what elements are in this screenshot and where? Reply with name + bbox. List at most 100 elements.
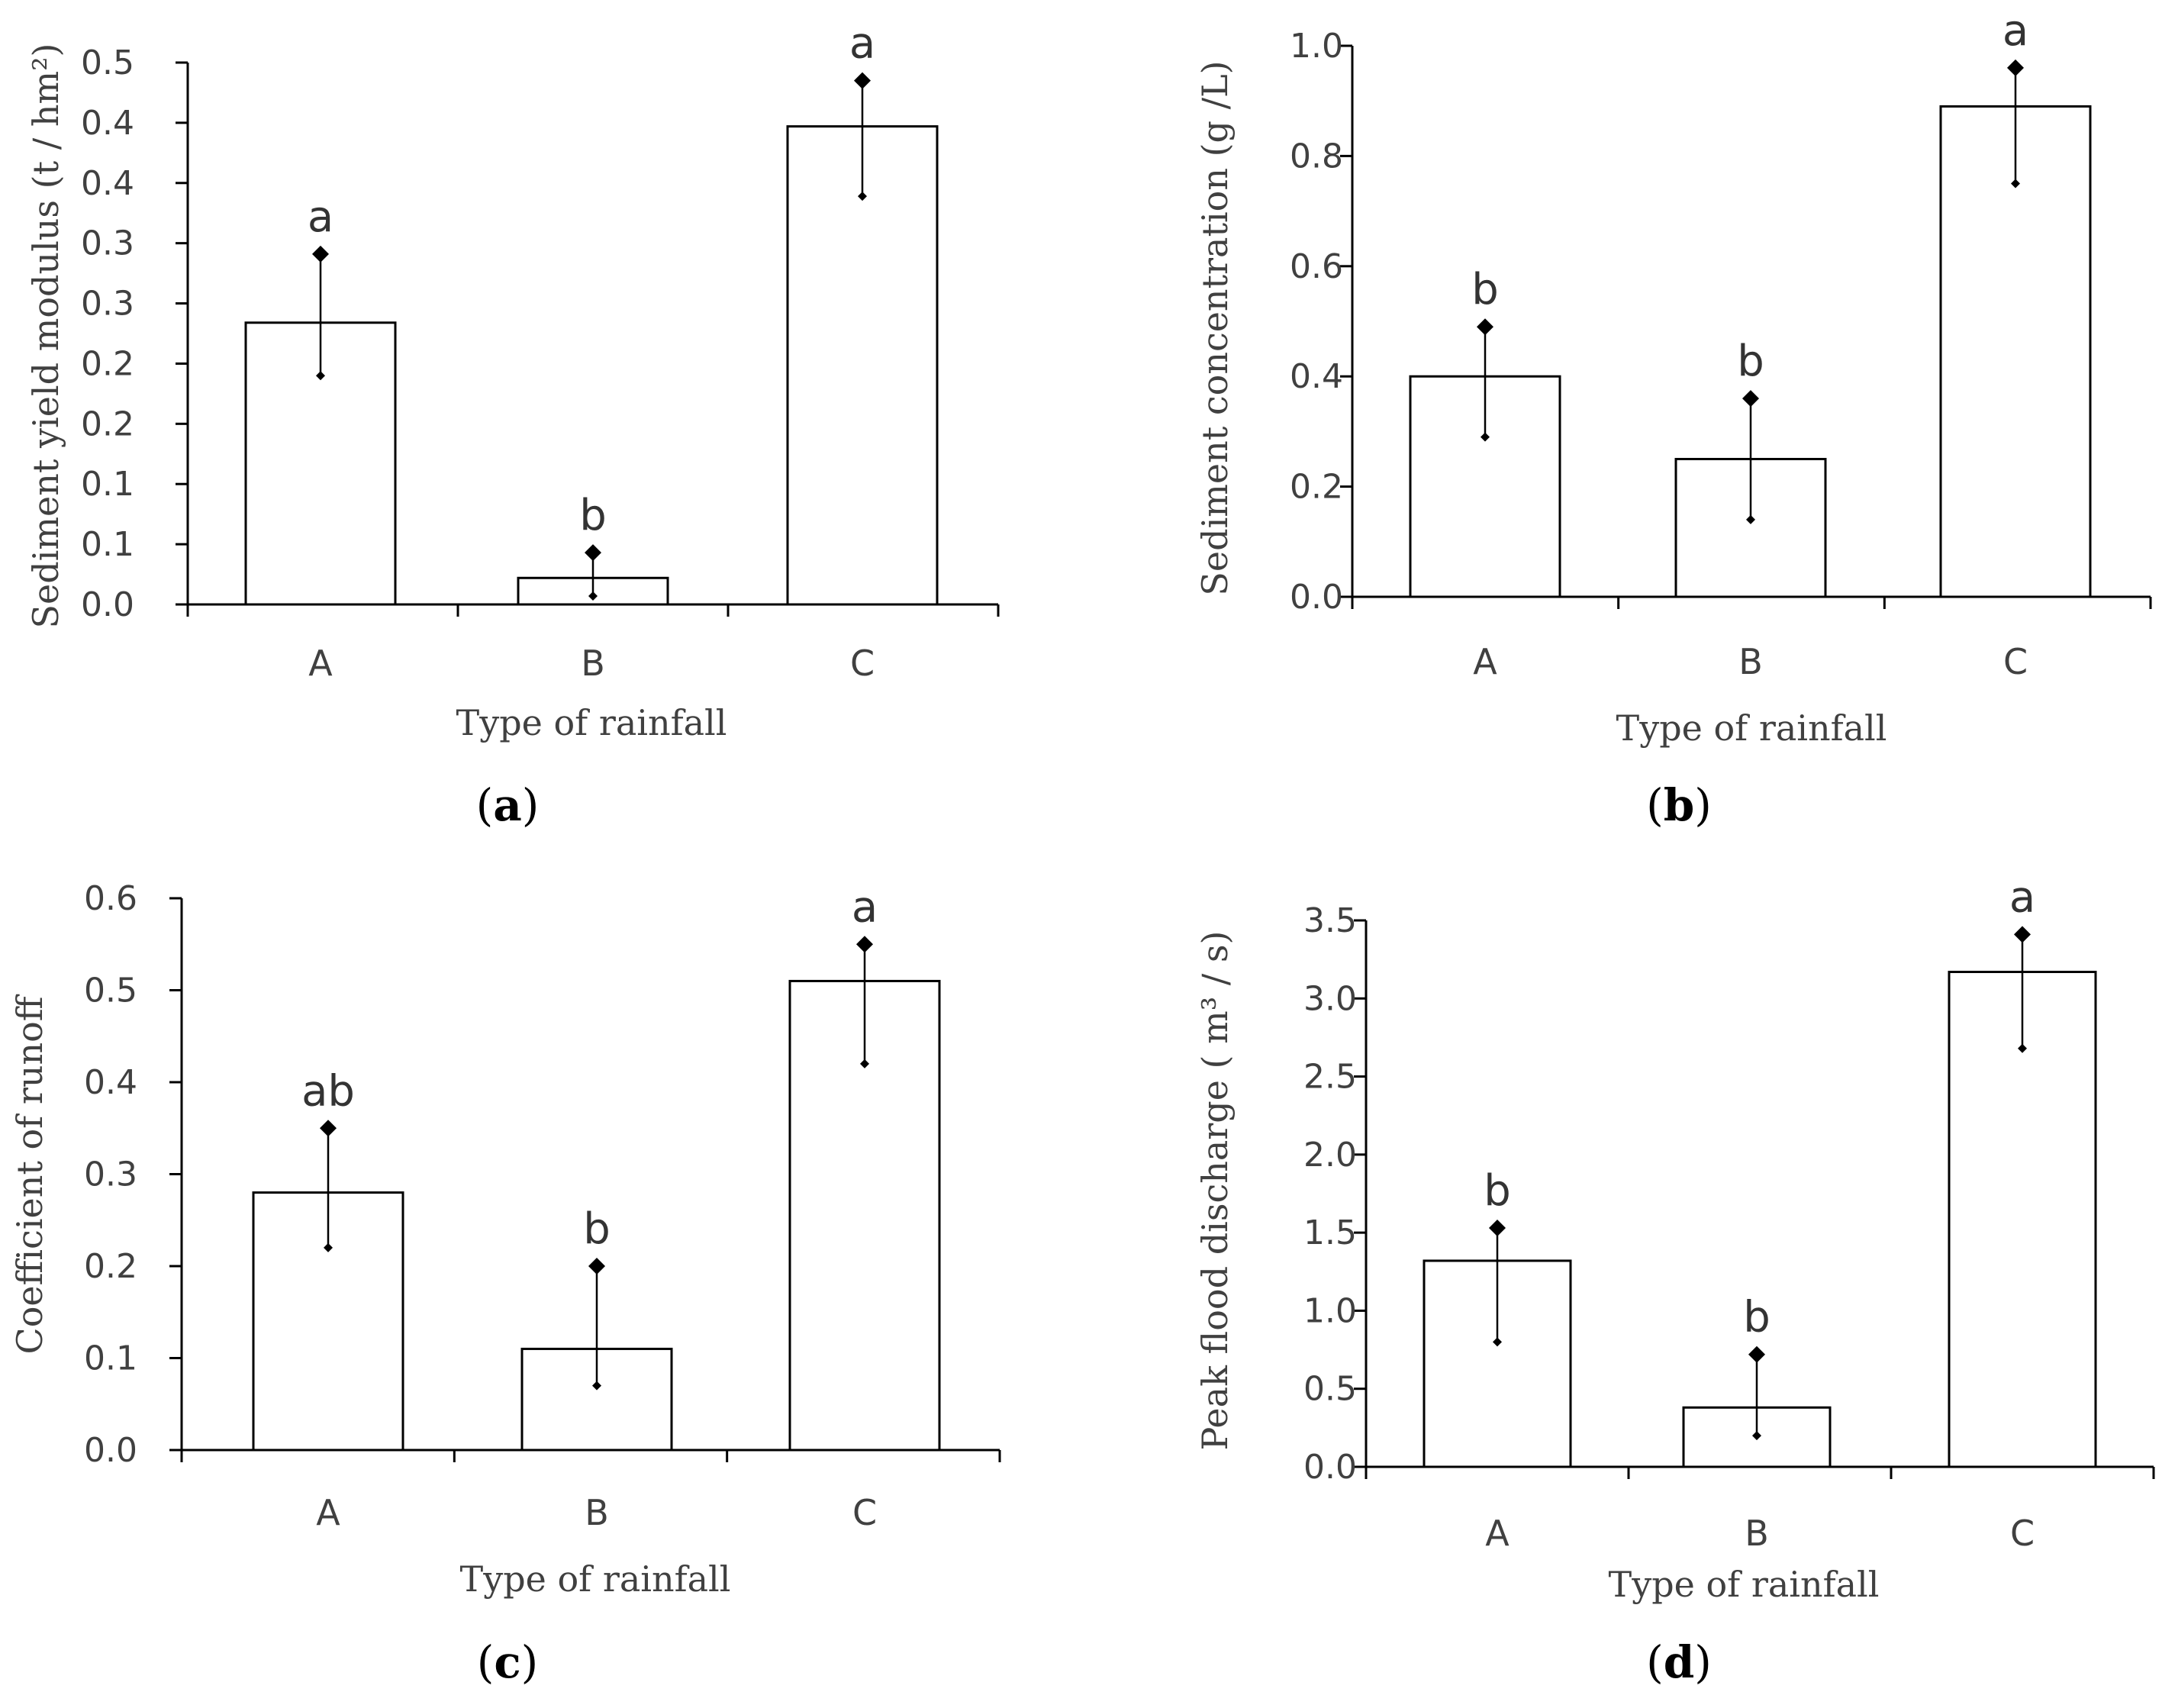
panel-a-y-tick-label: 0.3 xyxy=(81,224,134,263)
panel-a-error-lower-marker-A xyxy=(316,371,325,381)
panel-d-bar-A xyxy=(1423,1259,1572,1468)
panel-a-chart: 0.0 0.1 0.1 0.2 0.2 0.3 0.3 0.4 0.4 0.5 a b a A B C T… xyxy=(25,19,1000,831)
panel-d-error-bars xyxy=(1489,926,2031,1441)
panel-a-y-tick-label: 0.4 xyxy=(81,104,134,143)
panel-b-chart: 0.0 0.2 0.4 0.6 0.8 1.0 b b a A B C Type of rainf… xyxy=(1194,6,2152,831)
panel-d-x-axis-title: Type of rainfall xyxy=(1609,1564,1880,1605)
panel-a-category-labels: A B C xyxy=(308,643,875,684)
panel-d-error-lower-marker-B xyxy=(1752,1431,1761,1441)
panel-d-error-upper-marker-B xyxy=(1748,1345,1765,1363)
panel-b-error-lower-marker-C xyxy=(2011,179,2020,189)
panel-b-label: (b) xyxy=(1646,779,1712,831)
panel-a-bars xyxy=(244,125,939,606)
panel-b-y-ticks: 0.0 0.2 0.4 0.6 0.8 1.0 xyxy=(1290,27,1352,617)
panel-d-y-tick-label: 1.5 xyxy=(1303,1213,1357,1252)
panel-a-significance-letters: a b a xyxy=(308,19,875,540)
panel-d-significance-A: b xyxy=(1484,1166,1511,1216)
panel-a-y-tick-label: 0.0 xyxy=(81,585,134,624)
panel-c-category-label-C: C xyxy=(852,1492,877,1533)
panel-d-error-upper-marker-C xyxy=(2014,926,2031,943)
panel-a-y-tick-label: 0.4 xyxy=(81,164,134,203)
panel-d-y-tick-label: 1.0 xyxy=(1303,1291,1357,1330)
panel-a-significance-C: a xyxy=(849,19,875,69)
panel-c-chart: 0.0 0.1 0.2 0.3 0.4 0.5 0.6 ab b a A B C Type of r… xyxy=(9,879,1001,1688)
panel-c-y-ticks: 0.0 0.1 0.2 0.3 0.4 0.5 0.6 xyxy=(84,879,182,1470)
panel-c-y-axis-title: Coefficient of runoff xyxy=(9,994,50,1354)
panel-c-y-tick-label: 0.6 xyxy=(84,879,137,918)
panel-d-error-upper-marker-A xyxy=(1489,1220,1506,1237)
panel-a-error-upper-marker-B xyxy=(585,544,601,562)
panel-d-category-label-A: A xyxy=(1485,1513,1510,1554)
panel-d-letter: d xyxy=(1664,1636,1695,1688)
panel-d-significance-C: a xyxy=(2009,872,2035,922)
panel-a-bar-C xyxy=(786,125,939,606)
panel-d-bar-C xyxy=(1948,971,2097,1468)
panel-b-bar-C xyxy=(1939,105,2092,598)
panel-b-error-upper-marker-A xyxy=(1477,318,1493,336)
panel-a-error-lower-marker-C xyxy=(858,192,867,201)
panel-b-error-lower-marker-A xyxy=(1481,432,1490,442)
panel-d-y-ticks: 0.0 0.5 1.0 1.5 2.0 2.5 3.0 3.5 xyxy=(1303,901,1366,1487)
panel-d-significance-letters: b b a xyxy=(1484,872,2035,1342)
panel-a-significance-B: b xyxy=(579,491,607,540)
panel-c-error-upper-marker-C xyxy=(856,936,873,953)
panel-b-y-tick-label: 0.8 xyxy=(1290,137,1343,176)
panel-c-error-bars xyxy=(320,936,873,1391)
panel-c-error-lower-marker-B xyxy=(592,1381,601,1391)
panel-d-bars xyxy=(1423,971,2097,1468)
panel-a-y-tick-label: 0.1 xyxy=(81,465,134,504)
panel-d-label: (d) xyxy=(1646,1636,1712,1688)
panel-c-letter: c xyxy=(494,1636,520,1688)
panel-b-y-tick-label: 1.0 xyxy=(1290,27,1343,66)
panel-a-x-axis-title: Type of rainfall xyxy=(456,702,727,743)
panel-a-y-axis-title: Sediment yield modulus (t / hm²) xyxy=(25,44,66,629)
panel-d-category-label-B: B xyxy=(1745,1513,1769,1554)
panel-b-category-label-A: A xyxy=(1473,641,1497,682)
panel-c-category-labels: A B C xyxy=(316,1492,877,1533)
panel-c-y-tick-label: 0.2 xyxy=(84,1247,137,1286)
panel-a-error-bars xyxy=(312,72,871,601)
panel-b-y-tick-label: 0.6 xyxy=(1290,247,1343,286)
panel-c-category-label-A: A xyxy=(316,1492,340,1533)
panel-d-y-tick-label: 2.0 xyxy=(1303,1136,1357,1175)
panel-c-label: (c) xyxy=(477,1636,539,1688)
panel-c-y-tick-label: 0.3 xyxy=(84,1155,137,1194)
panel-d-category-label-C: C xyxy=(2010,1513,2035,1554)
panel-a-category-label-C: C xyxy=(850,643,875,684)
panel-a-error-upper-marker-C xyxy=(854,72,871,89)
panel-d-error-lower-marker-A xyxy=(1493,1337,1502,1347)
panel-d-chart: 0.0 0.5 1.0 1.5 2.0 2.5 3.0 3.5 b b a A B C Type of… xyxy=(1194,872,2155,1688)
panel-b-x-axis-title: Type of rainfall xyxy=(1616,707,1887,749)
panel-a-category-label-A: A xyxy=(308,643,333,684)
panel-d-y-axis-title: Peak flood discharge ( m³ / s) xyxy=(1194,931,1236,1451)
panel-d-category-labels: A B C xyxy=(1485,1513,2035,1554)
panel-b-error-lower-marker-B xyxy=(1746,514,1755,524)
panel-a-error-upper-marker-A xyxy=(312,245,329,263)
panel-b-letter: b xyxy=(1664,779,1695,831)
panel-b-category-labels: A B C xyxy=(1473,641,2028,682)
panel-a-y-ticks: 0.0 0.1 0.1 0.2 0.2 0.3 0.3 0.4 0.4 0.5 xyxy=(81,44,188,624)
panel-a-y-tick-label: 0.1 xyxy=(81,525,134,564)
panel-a-y-tick-label: 0.3 xyxy=(81,285,134,324)
panel-c-y-tick-label: 0.4 xyxy=(84,1063,137,1102)
panel-a-y-tick-label: 0.2 xyxy=(81,344,134,383)
panel-b-error-upper-marker-B xyxy=(1742,390,1759,408)
panel-d-y-tick-label: 2.5 xyxy=(1303,1058,1357,1097)
panel-a-letter: a xyxy=(493,779,522,831)
panel-b-category-label-C: C xyxy=(2003,641,2028,682)
panel-c-error-lower-marker-A xyxy=(324,1242,333,1252)
panel-d-significance-B: b xyxy=(1743,1293,1771,1342)
panel-c-significance-B: b xyxy=(583,1204,611,1254)
panel-b-y-tick-label: 0.0 xyxy=(1290,578,1343,617)
panel-d-error-lower-marker-C xyxy=(2018,1043,2027,1053)
panel-a-error-lower-marker-B xyxy=(588,591,598,601)
panel-a-significance-A: a xyxy=(308,192,333,242)
panel-a-label: (a) xyxy=(476,779,540,831)
panel-b-error-upper-marker-C xyxy=(2007,59,2024,76)
panel-b-error-bars xyxy=(1477,59,2024,524)
panel-c-y-tick-label: 0.1 xyxy=(84,1339,137,1378)
panel-c-significance-A: ab xyxy=(301,1066,355,1116)
panel-c-significance-C: a xyxy=(852,882,878,932)
panel-b-significance-C: a xyxy=(2003,6,2028,56)
